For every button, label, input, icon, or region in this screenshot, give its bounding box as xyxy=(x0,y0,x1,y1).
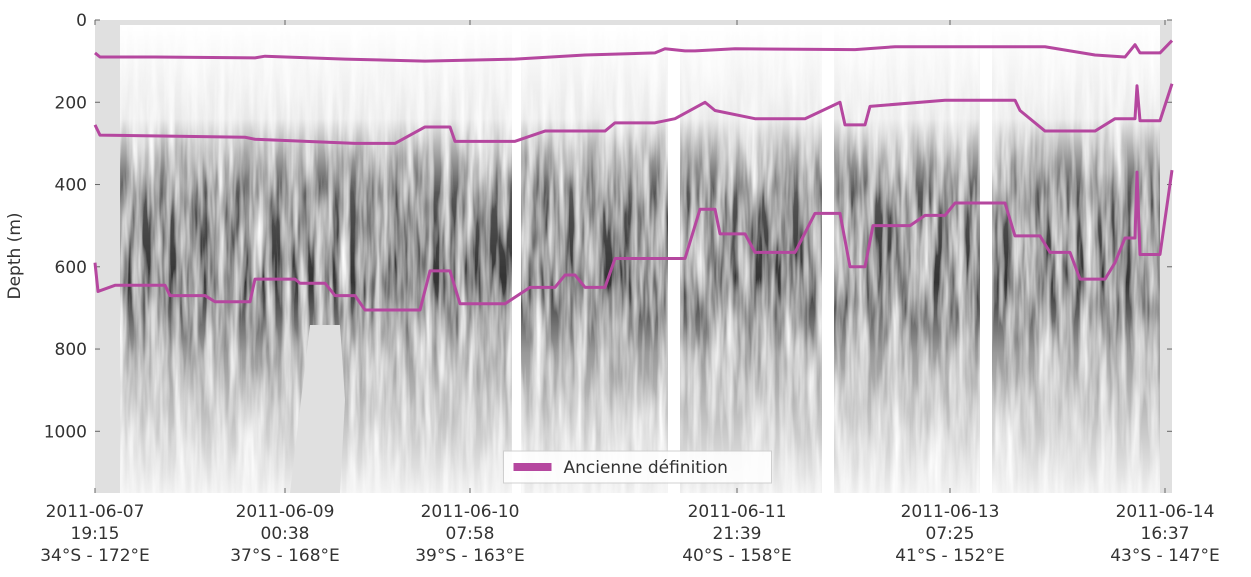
legend-label: Ancienne définition xyxy=(564,458,728,478)
echogram xyxy=(95,20,1172,493)
x-tick-label: 07:58 xyxy=(446,524,495,544)
y-tick-label: 800 xyxy=(55,340,87,360)
y-tick-label: 0 xyxy=(76,11,87,31)
x-tick-label: 2011-06-10 xyxy=(421,502,520,522)
x-tick-label: 37°S - 168°E xyxy=(230,546,340,566)
x-tick-label: 07:25 xyxy=(926,524,975,544)
x-tick-label: 2011-06-14 xyxy=(1116,502,1215,522)
x-tick-label: 39°S - 163°E xyxy=(415,546,525,566)
x-tick-label: 16:37 xyxy=(1141,524,1190,544)
y-tick-label: 600 xyxy=(55,258,87,278)
y-tick-label: 200 xyxy=(55,93,87,113)
y-tick-label: 400 xyxy=(55,176,87,196)
x-tick-label: 2011-06-09 xyxy=(236,502,335,522)
x-tick-label: 2011-06-13 xyxy=(901,502,1000,522)
line xyxy=(93,169,1174,312)
x-tick-label: 41°S - 152°E xyxy=(895,546,1005,566)
y-tick-label: 1000 xyxy=(44,422,87,442)
x-tick-label: 2011-06-11 xyxy=(688,502,787,522)
x-tick-label: 00:38 xyxy=(261,524,310,544)
x-tick-label: 43°S - 147°E xyxy=(1110,546,1220,566)
x-tick-label: 40°S - 158°E xyxy=(682,546,792,566)
x-tick-label: 34°S - 172°E xyxy=(40,546,150,566)
line xyxy=(94,39,1174,63)
line xyxy=(93,83,1174,145)
x-tick-label: 19:15 xyxy=(71,524,120,544)
y-axis-label: Depth (m) xyxy=(5,212,25,299)
x-tick-label: 21:39 xyxy=(713,524,762,544)
x-tick-label: 2011-06-07 xyxy=(46,502,145,522)
